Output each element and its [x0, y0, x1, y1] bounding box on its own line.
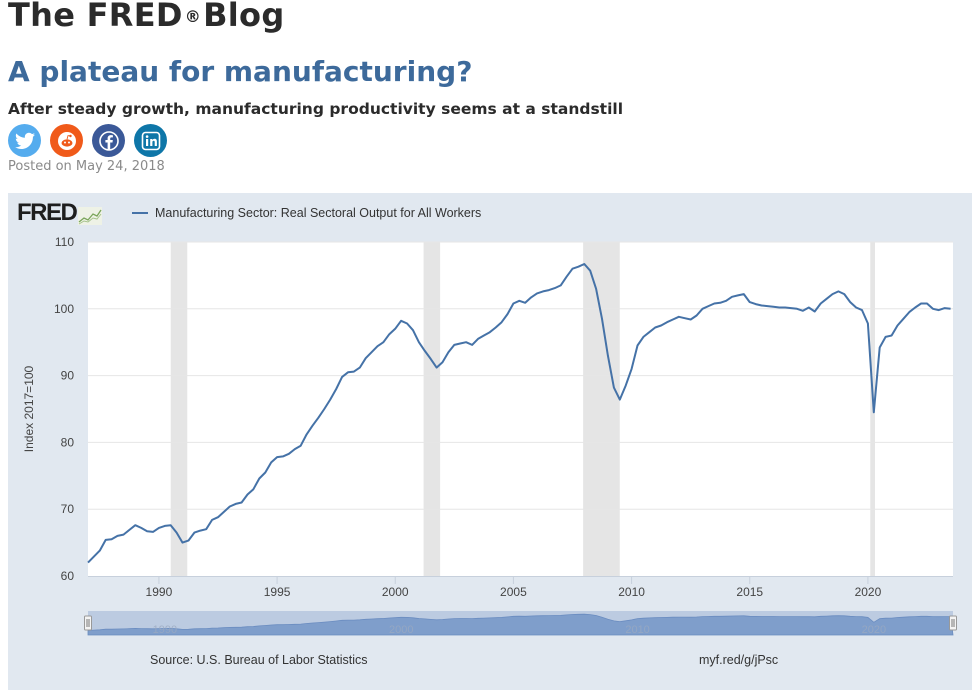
legend-swatch	[132, 212, 148, 214]
legend-label: Manufacturing Sector: Real Sectoral Outp…	[155, 206, 482, 220]
source-note: Source: U.S. Bureau of Labor Statistics	[150, 653, 368, 667]
reddit-share-button[interactable]	[50, 124, 83, 157]
chart-legend[interactable]: Manufacturing Sector: Real Sectoral Outp…	[132, 206, 481, 220]
x-tick-label: 2010	[618, 585, 645, 599]
line-chart[interactable]: 60 70 80 90 100 110 1990 1995 2000 2005 2010 2015 2…	[8, 233, 972, 683]
registered-mark: ®	[184, 7, 202, 26]
linkedin-share-button[interactable]	[134, 124, 167, 157]
y-tick-label: 90	[61, 369, 75, 383]
navigator-label: 2020	[862, 624, 886, 636]
navigator-handle-left[interactable]	[84, 615, 92, 631]
y-tick-label: 70	[61, 502, 75, 516]
reddit-icon	[57, 131, 76, 150]
facebook-share-button[interactable]	[92, 124, 125, 157]
series-line[interactable]	[87, 263, 951, 564]
facebook-icon	[98, 130, 119, 151]
social-share-bar	[8, 124, 167, 157]
post-title[interactable]: A plateau for manufacturing?	[8, 55, 473, 88]
recession-shading	[423, 242, 441, 576]
post-subtitle: After steady growth, manufacturing produ…	[8, 100, 624, 118]
y-axis-label: Index 2017=100	[22, 365, 36, 452]
fred-logo[interactable]: FRED	[17, 199, 103, 226]
chart-trend-icon	[78, 207, 103, 225]
x-tick-label: 1995	[264, 585, 291, 599]
blog-title[interactable]: The FRED ®Blog	[8, 0, 285, 34]
twitter-share-button[interactable]	[8, 124, 41, 157]
linkedin-icon	[141, 131, 160, 150]
y-tick-label: 110	[55, 235, 74, 249]
posted-date: Posted on May 24, 2018	[8, 159, 165, 174]
navigator-label: 1990	[153, 624, 177, 636]
x-tick-label: 2020	[855, 585, 882, 599]
navigator-handle-right[interactable]	[949, 615, 957, 631]
navigator-series-area	[87, 613, 954, 636]
y-tick-label: 60	[61, 569, 75, 583]
y-tick-label: 100	[54, 302, 74, 316]
graph-shortlink[interactable]: myf.red/g/jPsc	[699, 653, 779, 667]
recession-shading	[583, 242, 620, 576]
x-tick-label: 2015	[736, 585, 763, 599]
x-tick-label: 2000	[382, 585, 409, 599]
twitter-icon	[14, 132, 35, 149]
x-tick-label: 1990	[146, 585, 173, 599]
plot-area	[88, 242, 953, 576]
x-tick-label: 2005	[500, 585, 527, 599]
blog-title-text-2: Blog	[203, 0, 285, 34]
fred-logo-text: FRED	[17, 199, 78, 226]
navigator-label: 2000	[389, 624, 413, 636]
blog-title-text: The FRED	[8, 0, 183, 34]
recession-shading	[170, 242, 188, 576]
navigator-label: 2010	[625, 624, 649, 636]
y-tick-label: 80	[61, 435, 75, 449]
fred-graph-panel: FRED Manufacturing Sector: Real Sectoral…	[8, 193, 972, 690]
